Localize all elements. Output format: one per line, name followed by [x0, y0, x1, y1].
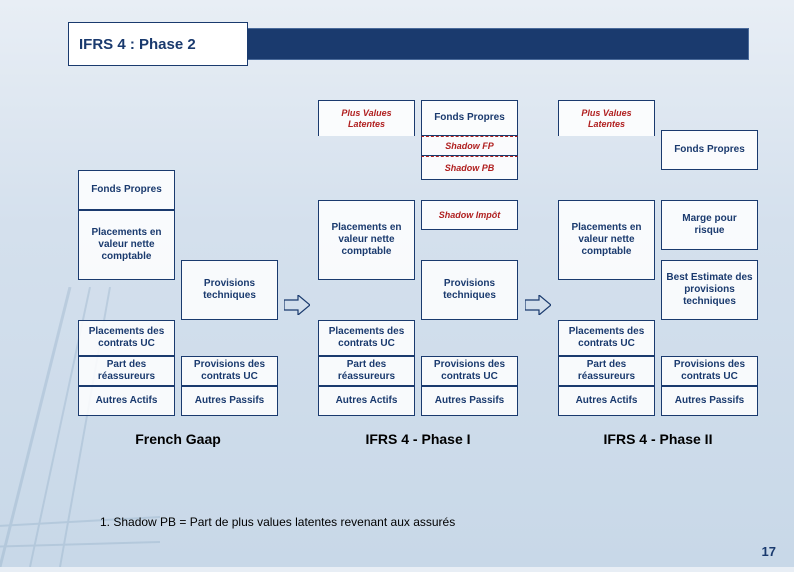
- col-assets: Plus Values Latentes Placements en valeu…: [558, 100, 655, 417]
- box-best-estimate: Best Estimate des provisions techniques: [661, 260, 758, 320]
- page-title: IFRS 4 : Phase 2: [68, 22, 248, 66]
- box-placements-uc: Placements des contrats UC: [558, 320, 655, 356]
- box-provisions-techniques: Provisions techniques: [421, 260, 518, 320]
- col-liabilities: Provisions techniques Provisions des con…: [181, 100, 278, 417]
- box-shadow-fp: Shadow FP: [421, 136, 518, 156]
- box-provisions-uc: Provisions des contrats UC: [421, 356, 518, 386]
- section-ifrs4-phase2: Plus Values Latentes Placements en valeu…: [558, 100, 758, 417]
- box-part-reassureurs: Part des réassureurs: [318, 356, 415, 386]
- section-label-ifrs4-phase1: IFRS 4 - Phase I: [318, 431, 518, 447]
- box-autres-passifs: Autres Passifs: [421, 386, 518, 416]
- transition-arrow-icon: [284, 295, 310, 315]
- box-autres-passifs: Autres Passifs: [181, 386, 278, 416]
- section-label-french-gaap: French Gaap: [78, 431, 278, 447]
- box-placements: Placements en valeur nette comptable: [558, 200, 655, 280]
- box-marge-risque: Marge pour risque: [661, 200, 758, 250]
- page-number: 17: [762, 544, 776, 559]
- balance-sheet-diagram: Fonds Propres Placements en valeur nette…: [68, 100, 749, 457]
- box-fonds-propres: Fonds Propres: [78, 170, 175, 210]
- box-plus-values-latentes: Plus Values Latentes: [558, 100, 655, 136]
- box-placements-uc: Placements des contrats UC: [318, 320, 415, 356]
- section-french-gaap: Fonds Propres Placements en valeur nette…: [78, 100, 278, 417]
- box-autres-passifs: Autres Passifs: [661, 386, 758, 416]
- col-liabilities: Fonds Propres Marge pour risque Best Est…: [661, 100, 758, 417]
- box-autres-actifs: Autres Actifs: [318, 386, 415, 416]
- box-provisions-techniques: Provisions techniques: [181, 260, 278, 320]
- footnote: 1. Shadow PB = Part de plus values laten…: [100, 515, 455, 529]
- section-ifrs4-phase1: Plus Values Latentes Placements en valeu…: [318, 100, 518, 417]
- col-assets: Fonds Propres Placements en valeur nette…: [78, 100, 175, 417]
- box-shadow-pb: Shadow PB: [421, 156, 518, 180]
- box-placements: Placements en valeur nette comptable: [318, 200, 415, 280]
- transition-arrow-icon: [525, 295, 551, 315]
- col-assets: Plus Values Latentes Placements en valeu…: [318, 100, 415, 417]
- box-placements: Placements en valeur nette comptable: [78, 210, 175, 280]
- box-placements-uc: Placements des contrats UC: [78, 320, 175, 356]
- col-liabilities: Fonds Propres Shadow FP Shadow PB Shadow…: [421, 100, 518, 417]
- box-provisions-uc: Provisions des contrats UC: [181, 356, 278, 386]
- box-plus-values-latentes: Plus Values Latentes: [318, 100, 415, 136]
- box-fonds-propres: Fonds Propres: [661, 130, 758, 170]
- section-label-ifrs4-phase2: IFRS 4 - Phase II: [558, 431, 758, 447]
- box-part-reassureurs: Part des réassureurs: [558, 356, 655, 386]
- box-autres-actifs: Autres Actifs: [558, 386, 655, 416]
- box-fonds-propres: Fonds Propres: [421, 100, 518, 136]
- box-provisions-uc: Provisions des contrats UC: [661, 356, 758, 386]
- box-shadow-impot: Shadow Impôt: [421, 200, 518, 230]
- box-part-reassureurs: Part des réassureurs: [78, 356, 175, 386]
- box-autres-actifs: Autres Actifs: [78, 386, 175, 416]
